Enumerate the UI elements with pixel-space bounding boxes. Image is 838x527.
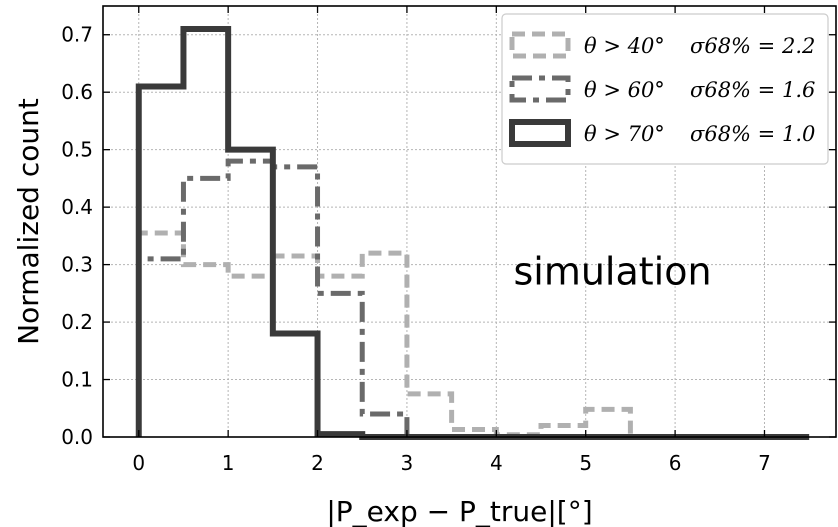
x-tick-label: 1: [222, 451, 235, 475]
y-tick-label: 0.0: [61, 425, 93, 449]
axis-ticks: 0 1 2 3 4 5 6 7 0.0 0.1 0.2 0.3 0.4 0.5 0.6 0.7: [61, 6, 836, 475]
legend-sigma-2: σ68% = 1.6: [690, 78, 815, 102]
legend-label-1: θ > 40°: [584, 34, 665, 58]
legend-sigma-3: σ68% = 1.0: [690, 122, 815, 146]
y-tick-label: 0.5: [61, 138, 93, 162]
series-1-step: [136, 230, 633, 438]
legend: θ > 40° σ68% = 2.2 θ > 60° σ68% = 1.6 θ > 70…: [501, 13, 829, 165]
legend-label-2: θ > 60°: [584, 78, 665, 102]
y-tick-label: 0.7: [61, 23, 93, 47]
x-tick-label: 6: [669, 451, 682, 475]
legend-label-3: θ > 70°: [584, 122, 665, 146]
y-tick-label: 0.2: [61, 310, 93, 334]
x-tick-label: 3: [401, 451, 414, 475]
x-axis-label: |P_exp − P_true|[°]: [326, 495, 592, 527]
legend-swatch-2: [509, 75, 571, 103]
y-tick-label: 0.3: [61, 253, 93, 277]
legend-box: [501, 13, 829, 165]
y-tick-label: 0.6: [61, 80, 93, 104]
legend-swatch-1: [509, 31, 571, 59]
legend-sigma-1: σ68% = 2.2: [690, 34, 815, 58]
x-tick-label: 4: [490, 451, 503, 475]
x-tick-label: 7: [758, 451, 771, 475]
plot-frame: [102, 5, 837, 438]
x-tick-label: 5: [579, 451, 592, 475]
annotation-label: simulation: [513, 250, 711, 294]
y-tick-label: 0.4: [61, 195, 93, 219]
y-axis-label: Normalized count: [12, 98, 45, 345]
y-tick-label: 0.1: [61, 368, 93, 392]
legend-swatch-3: [509, 119, 571, 147]
x-tick-label: 0: [132, 451, 145, 475]
x-tick-label: 2: [311, 451, 324, 475]
